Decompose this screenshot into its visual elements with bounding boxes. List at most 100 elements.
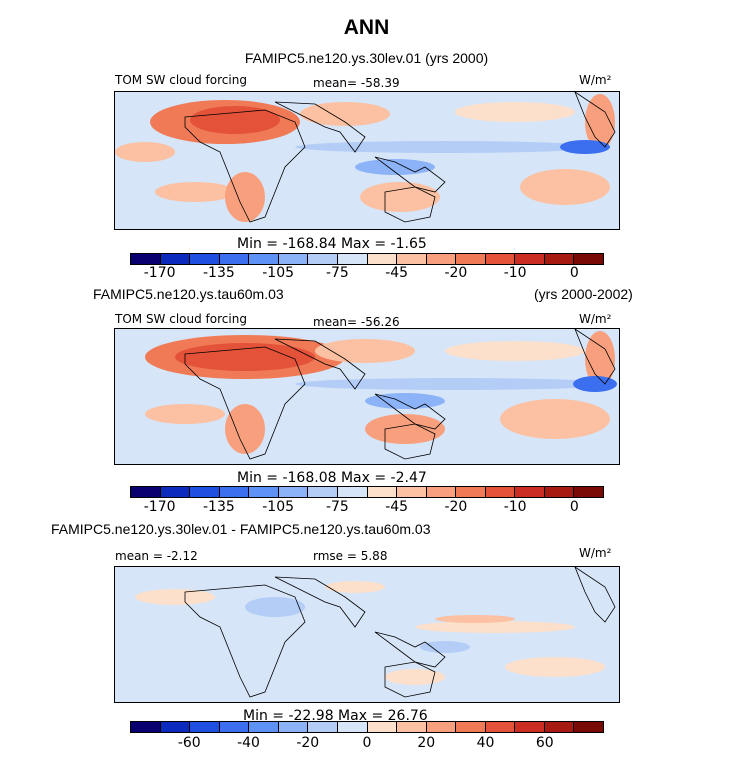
colorbar-box (456, 254, 486, 264)
colorbar-tick-label: 60 (535, 735, 554, 751)
colorbar-box (337, 487, 368, 497)
colorbar-tick-label: -135 (202, 265, 235, 281)
patch-sahara-core (175, 343, 315, 371)
panel3-rmse-label: rmse = 5.88 (313, 549, 388, 563)
colorbar-box (367, 487, 398, 497)
colorbar-box (544, 722, 575, 732)
colorbar-box (426, 722, 457, 732)
coast-maritime (374, 393, 446, 430)
coast-australia (384, 186, 436, 223)
patch-maritime-continent (365, 393, 445, 409)
patch-east-pacific-itcz (560, 140, 610, 154)
panel2-colorbar-ticks: -170 -135 -105 -75 -45 -20 -10 0 (0, 499, 733, 519)
panel2-colorbar (130, 486, 604, 498)
patch-australia (360, 182, 440, 212)
panel1-minmax: Min = -168.84 Max = -1.65 (237, 236, 427, 252)
colorbar-box (574, 487, 603, 497)
panel3-units-label: W/m² (579, 546, 612, 560)
colorbar-box (278, 487, 309, 497)
colorbar-box (190, 254, 220, 264)
coast-australia (384, 423, 436, 460)
colorbar-tick-label: 20 (417, 735, 436, 751)
panel3-field-patches (135, 581, 605, 685)
patch-asia (300, 102, 390, 126)
coast-maritime (374, 631, 446, 668)
case2-name: FAMIPC5.ne120.ys.tau60m.03 (93, 286, 284, 302)
panel2-units-label: W/m² (579, 312, 612, 326)
colorbar-box (190, 487, 220, 497)
colorbar-box (308, 254, 338, 264)
colorbar-box (219, 487, 250, 497)
patch-south-africa (225, 404, 265, 454)
panel1-mean-label: mean= -58.39 (313, 76, 400, 90)
coast-arabia-india (274, 576, 366, 628)
patch-north-pacific (455, 102, 575, 122)
patch-diff-5 (505, 657, 605, 677)
colorbar-box (574, 722, 603, 732)
patch-america (585, 94, 615, 150)
panel3-colorbar (130, 721, 604, 733)
colorbar-box (249, 722, 279, 732)
colorbar-tick-label: -135 (202, 499, 235, 515)
figure-title: ANN (343, 16, 390, 39)
colorbar-tick-label: -60 (177, 735, 201, 751)
panel3-colorbar-ticks: -60 -40 -20 0 20 40 60 (0, 735, 733, 755)
coast-australia (384, 661, 436, 698)
patch-south-pacific (500, 399, 610, 439)
panel2-minmax: Min = -168.08 Max = -2.47 (237, 470, 427, 486)
colorbar-tick-label: -170 (143, 499, 176, 515)
colorbar-box (308, 487, 338, 497)
patch-diff-7 (245, 597, 305, 617)
colorbar-box (544, 487, 575, 497)
panel1-map-svg (115, 92, 619, 229)
panel2-map-svg (115, 329, 619, 464)
colorbar-tick-label: -20 (296, 735, 320, 751)
patch-australia (365, 414, 445, 444)
coast-central-america (574, 92, 616, 148)
colorbar-box (160, 487, 191, 497)
colorbar-box (544, 254, 575, 264)
patch-diff-3 (415, 621, 575, 633)
colorbar-tick-label: -45 (385, 499, 409, 515)
patch-diff-6 (385, 669, 445, 685)
colorbar-box (397, 487, 427, 497)
colorbar-box (249, 254, 279, 264)
colorbar-box (367, 722, 398, 732)
colorbar-box (219, 254, 250, 264)
colorbar-box (456, 487, 486, 497)
colorbar-box (337, 722, 368, 732)
panel1-colorbar-ticks: -170 -135 -105 -75 -45 -20 -10 0 (0, 265, 733, 285)
colorbar-box (160, 722, 191, 732)
coast-arabia-india (274, 338, 366, 390)
panel3-minmax: Min = -22.98 Max = 26.76 (243, 708, 428, 724)
patch-south-pacific (520, 169, 610, 205)
patch-diff-2 (325, 581, 385, 593)
colorbar-box (219, 722, 250, 732)
colorbar-box (426, 487, 457, 497)
colorbar-box (278, 722, 309, 732)
colorbar-tick-label: -10 (503, 265, 527, 281)
coast-arabia-india (274, 101, 366, 153)
coast-maritime (374, 156, 446, 193)
colorbar-tick-label: -20 (444, 499, 468, 515)
colorbar-box (515, 254, 545, 264)
panel1-coastlines (184, 92, 616, 223)
coast-central-america (574, 567, 616, 623)
patch-diff-1 (135, 589, 215, 605)
colorbar-tick-label: 40 (476, 735, 495, 751)
colorbar-tick-label: -75 (325, 499, 349, 515)
panel1-units-label: W/m² (579, 73, 612, 87)
colorbar-box (485, 722, 516, 732)
patch-america (585, 331, 615, 387)
colorbar-tick-label: -40 (237, 735, 260, 751)
colorbar-box (574, 254, 603, 264)
colorbar-box (308, 722, 338, 732)
colorbar-box (426, 254, 457, 264)
panel1-field-label: TOM SW cloud forcing (115, 73, 247, 87)
panel2-field-label: TOM SW cloud forcing (115, 312, 247, 326)
panel2-coastlines (184, 329, 616, 460)
patch-north-pacific (445, 341, 585, 361)
colorbar-box (190, 722, 220, 732)
panel2-mean-label: mean= -56.26 (313, 315, 400, 329)
panel2-field-patches (145, 331, 617, 454)
